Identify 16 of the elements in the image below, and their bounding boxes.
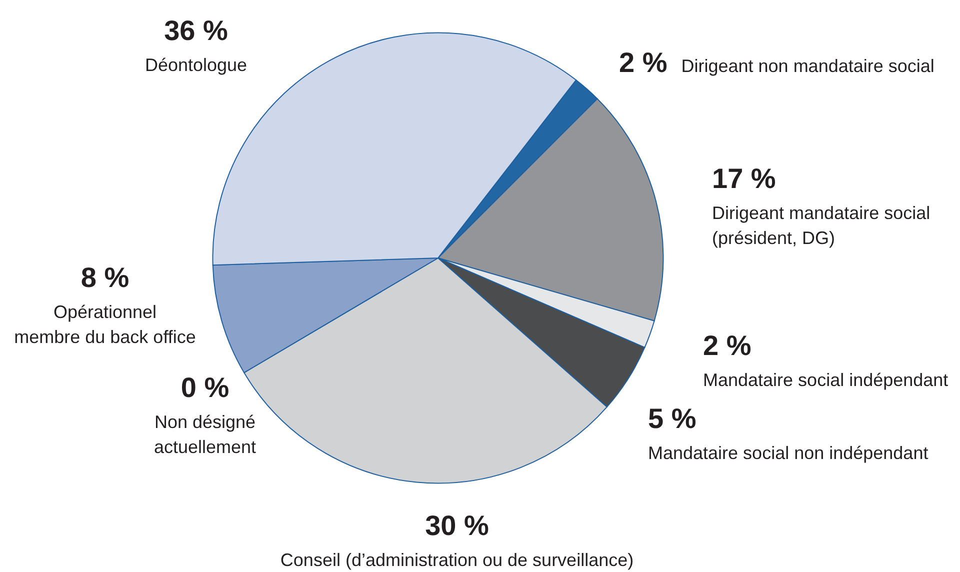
slice-label: Dirigeant non mandataire social <box>681 56 934 76</box>
slice-label: Opérationnel membre du back office <box>14 302 196 347</box>
slice-label: Déontologue <box>144 55 248 75</box>
data-label: 8 % <box>80 262 130 293</box>
slice-label: Mandataire social non indépendant <box>648 443 928 463</box>
data-label: 5 % <box>648 403 696 434</box>
slice-label: Mandataire social indépendant <box>703 370 948 390</box>
category-label: Non désigné actuellement <box>154 412 256 457</box>
slice-label: Dirigeant mandataire social (président, DG) <box>712 203 930 248</box>
data-label: 2 % <box>703 330 752 361</box>
text: 0 % <box>180 372 230 403</box>
data-label: 30 % <box>425 510 490 541</box>
data-label: 36 % <box>164 15 228 46</box>
data-label: 2 % <box>619 47 668 78</box>
data-label: 17 % <box>712 163 776 194</box>
slice-label: Conseil (d’administration ou de surveillance) <box>280 550 634 570</box>
